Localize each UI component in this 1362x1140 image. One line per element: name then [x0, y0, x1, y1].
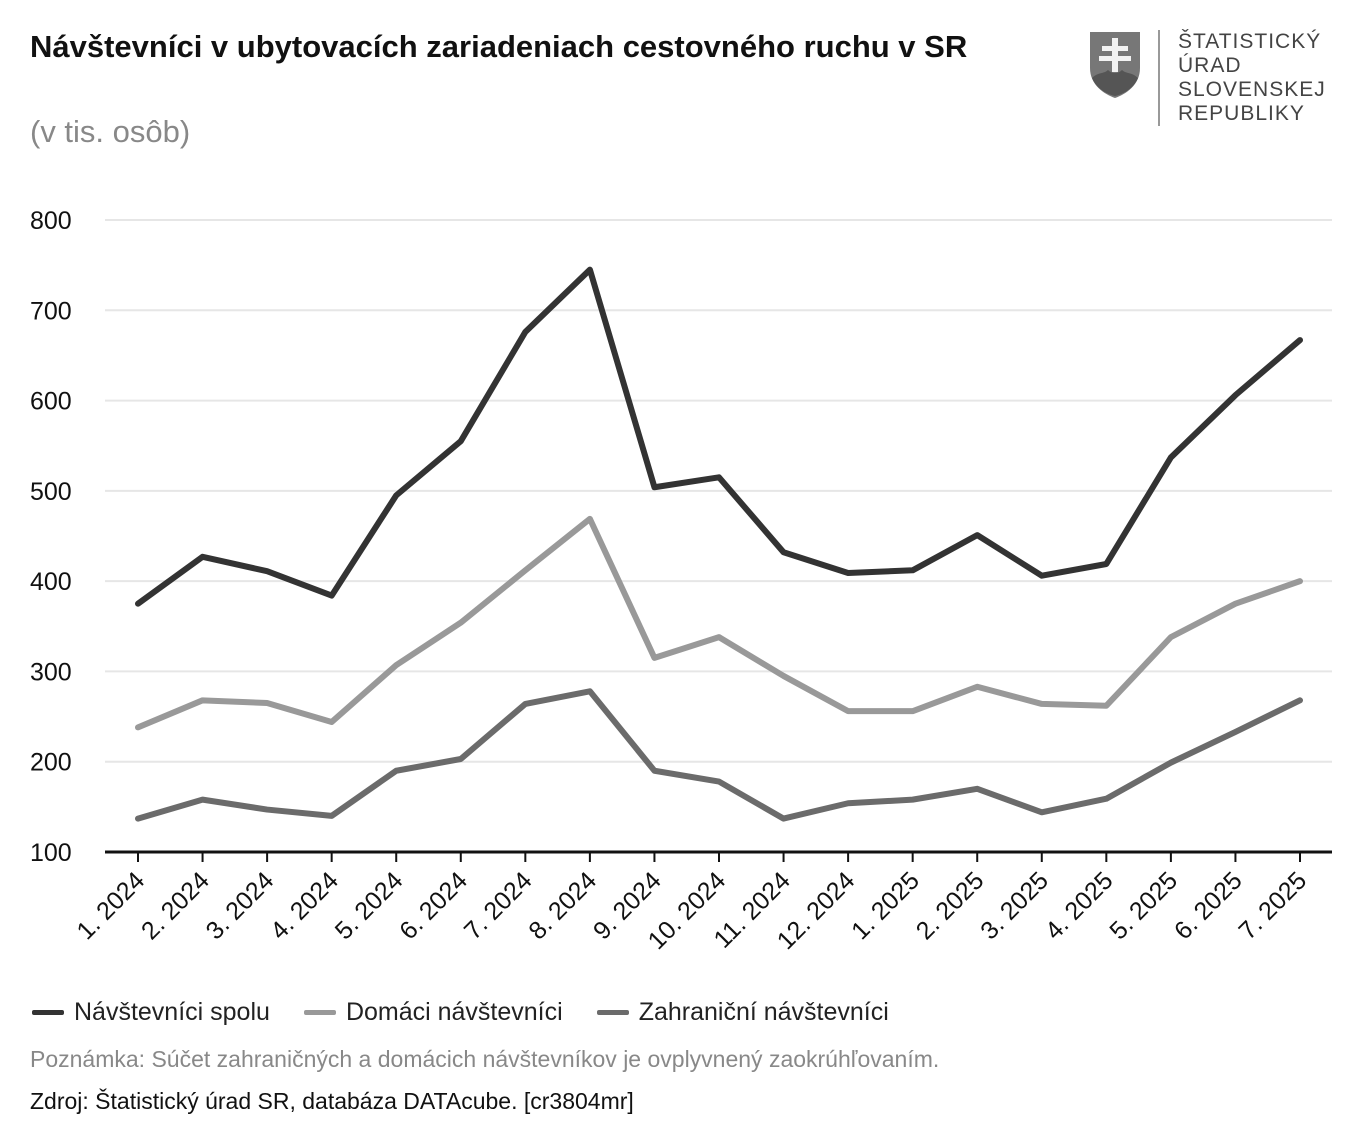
logo-line: ÚRAD [1178, 54, 1242, 77]
x-tick-label: 7. 2024 [459, 866, 538, 945]
x-tick-label: 4. 2024 [265, 866, 344, 945]
x-tick-label: 5. 2024 [330, 866, 409, 945]
legend-swatch [596, 1010, 629, 1015]
x-tick-label: 3. 2025 [975, 866, 1054, 945]
logo-line: REPUBLIKY [1178, 102, 1305, 125]
y-tick-label: 400 [30, 568, 72, 596]
x-tick-label: 1. 2024 [71, 866, 150, 945]
legend-item: Domáci návštevníci [303, 998, 563, 1027]
legend-item: Návštevníci spolu [32, 998, 270, 1027]
legend-swatch [32, 1010, 64, 1015]
legend-label: Návštevníci spolu [74, 998, 270, 1026]
x-tick-label: 3. 2024 [201, 866, 280, 945]
legend-swatch [303, 1010, 336, 1015]
series-line-2 [135, 688, 1303, 822]
x-tick-label: 4. 2025 [1040, 866, 1119, 945]
x-tick-label: 6. 2024 [394, 866, 473, 945]
logo-divider [1158, 30, 1160, 126]
x-tick-label: 2. 2025 [911, 866, 990, 945]
x-tick-label: 1. 2025 [846, 866, 925, 945]
y-tick-label: 200 [30, 749, 72, 777]
susr-logo: ŠTATISTICKÝ ÚRAD SLOVENSKEJ REPUBLIKY [1088, 30, 1338, 130]
y-tick-label: 100 [30, 839, 72, 867]
chart-title: Návštevníci v ubytovacích zariadeniach c… [30, 29, 968, 64]
logo-text: ŠTATISTICKÝ ÚRAD SLOVENSKEJ REPUBLIKY [1178, 30, 1326, 126]
x-tick-label: 7. 2025 [1233, 866, 1312, 945]
y-tick-label: 500 [30, 478, 72, 506]
series-line-0 [135, 266, 1303, 607]
source: Zdroj: Štatistický úrad SR, databáza DAT… [30, 1088, 634, 1114]
x-tick-label: 5. 2025 [1104, 866, 1183, 945]
x-tick-label: 6. 2025 [1169, 866, 1248, 945]
note: Poznámka: Súčet zahraničných a domácich … [30, 1046, 940, 1072]
x-tick-label: 2. 2024 [136, 866, 215, 945]
series-line-1 [135, 515, 1303, 731]
y-tick-label: 300 [30, 658, 72, 686]
chart-subtitle: (v tis. osôb) [30, 114, 191, 149]
y-tick-label: 600 [30, 388, 72, 416]
logo-line: ŠTATISTICKÝ [1178, 30, 1322, 53]
legend: Návštevníci spolu Domáci návštevníci Zahra… [32, 998, 889, 1027]
y-tick-label: 800 [30, 207, 72, 235]
y-tick-label: 700 [30, 297, 72, 325]
coat-of-arms-icon [1090, 32, 1140, 98]
legend-label: Domáci návštevníci [345, 998, 563, 1026]
x-tick-label: 8. 2024 [523, 866, 602, 945]
legend-label: Zahraniční návštevníci [638, 998, 889, 1026]
legend-item: Zahraniční návštevníci [596, 998, 889, 1027]
logo-line: SLOVENSKEJ [1178, 78, 1326, 101]
